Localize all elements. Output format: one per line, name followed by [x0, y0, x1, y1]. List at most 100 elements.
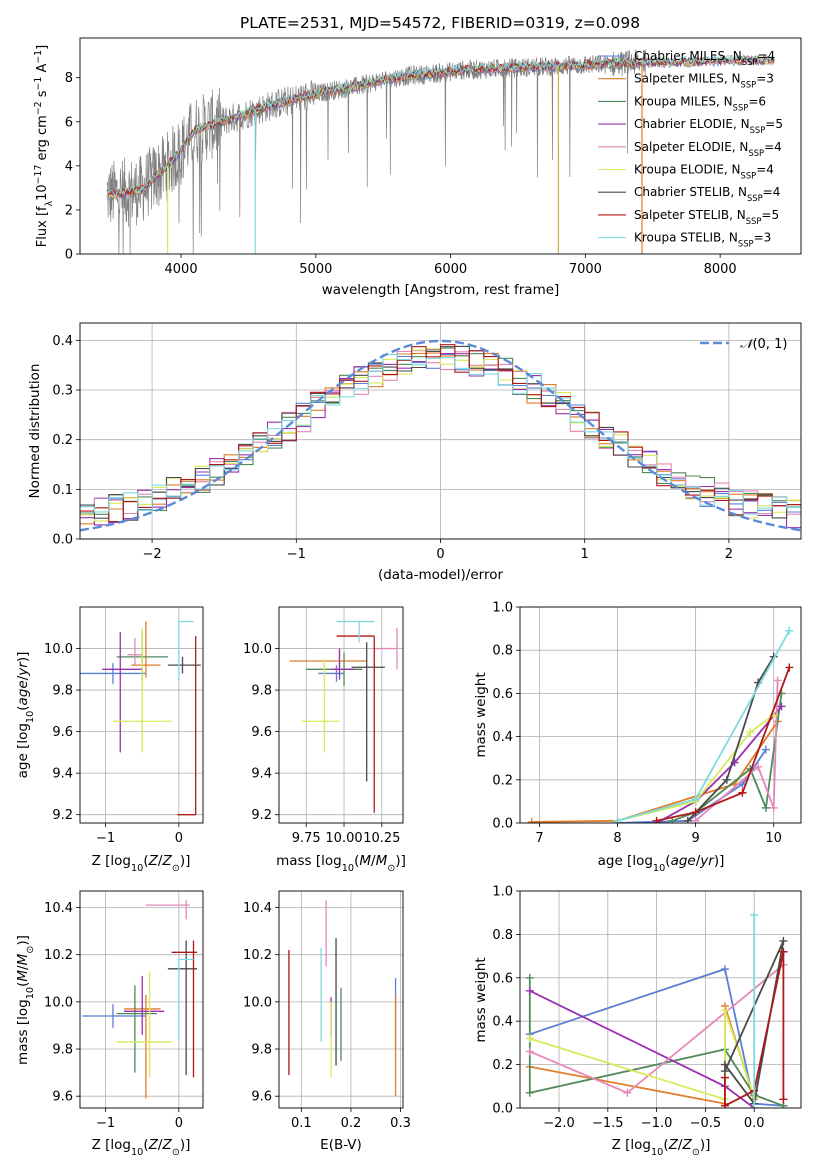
series-line: [529, 1005, 756, 1105]
y-tick-label: 9.8: [251, 684, 272, 699]
age_vs_mass-frame: [278, 606, 404, 824]
legend-count: =5: [761, 208, 779, 222]
mass-Z-ylabel-part: )]: [15, 935, 31, 946]
age-Z-xlabel-part: ⊙: [172, 863, 180, 874]
series-marker: [769, 803, 778, 812]
spectrum-plot: [106, 49, 775, 254]
mass-Z-xlabel-part: Z [log: [92, 1137, 131, 1153]
histogram-step: [80, 353, 801, 515]
series-marker: [613, 816, 622, 823]
age_vs_Z-frame: [79, 606, 204, 824]
mass-Z-ylabel-part: ⊙: [25, 946, 36, 954]
legend-sub: SSP: [741, 171, 757, 181]
mass-Z-xlabel-part: Z: [148, 1137, 159, 1153]
spectrum-ylabel-part: erg cm: [35, 115, 50, 164]
legend-sub: SSP: [738, 239, 754, 249]
x-tick-label: 7000: [569, 262, 602, 277]
age-Z-ylabel-part: (: [15, 705, 31, 710]
figure-title: PLATE=2531, MJD=54572, FIBERID=0319, z=0…: [240, 14, 640, 32]
mass-Z-xlabel-part: /: [158, 1137, 163, 1153]
mass-Z-xlabel-part: ⊙: [172, 1147, 180, 1158]
mw-Z-xlabel-part: (: [663, 1137, 668, 1153]
age-Z-xlabel-part: )]: [180, 853, 191, 869]
legend-count: =4: [757, 49, 775, 63]
x-tick-label: 10.00: [325, 831, 362, 846]
series-marker: [652, 816, 661, 823]
y-tick-label: 0.0: [52, 533, 73, 548]
legend-text: Chabrier STELIB, N: [634, 185, 747, 199]
mw-age-xlabel-part: age [log: [598, 853, 653, 869]
series-marker: [691, 795, 700, 804]
x-tick-label: 0: [175, 831, 183, 846]
series-line: [656, 667, 791, 822]
y-tick-label: 10.4: [44, 901, 73, 916]
y-tick-label: 10.0: [44, 995, 73, 1010]
series-marker: [750, 1104, 759, 1108]
mass-Z-ylabel-part: mass [log: [15, 999, 31, 1065]
spectrum-ylabel-part: Flux [f: [35, 206, 50, 247]
y-tick-label: 0.2: [52, 433, 73, 448]
age_vs_mass-ticks: 9.75 10.00 10.25 9.2 9.4 9.6 9.8 10.0: [243, 642, 400, 846]
y-tick-label: 0.1: [52, 483, 73, 498]
mass_weight_vs_Z-frame: [519, 890, 802, 1109]
age-mass-xlabel-part: mass [log: [276, 853, 342, 869]
x-tick-label: 7: [535, 831, 543, 846]
series-marker: [525, 1047, 534, 1056]
age-Z-ylabel-part: age [log: [15, 723, 31, 778]
spectrum-ylabel-part: ]: [35, 45, 50, 50]
legend-label: Salpeter MILES, NSSP=3: [634, 72, 774, 90]
legend-text: Chabrier ELODIE, N: [634, 117, 750, 131]
spectrum-frame: [79, 37, 802, 255]
spectrum-ylabel-part: −17: [33, 165, 44, 185]
legend-text: Kroupa MILES, N: [634, 94, 733, 108]
x-tick-label: 6000: [434, 262, 467, 277]
x-tick-label: 0.0: [744, 1116, 765, 1131]
y-tick-label: 10.4: [243, 901, 272, 916]
mass_weight_vs_Z-plot: [525, 910, 788, 1108]
mass_vs_EBV-axes: 0.1 0.2 0.3 9.6 9.8 10.0 10.2 10.4: [243, 890, 411, 1131]
y-tick-label: 0.0: [492, 817, 513, 832]
y-tick-label: 0.2: [492, 773, 513, 788]
age-Z-xlabel-part: (: [143, 853, 148, 869]
mass_vs_Z-grid: [80, 891, 203, 1108]
y-tick-label: 6: [65, 115, 73, 130]
spectrum-ticks: 4000 5000 6000 7000 8000 0 2 4 6 8: [65, 71, 737, 277]
series-line: [656, 705, 783, 823]
legend-count: =3: [754, 231, 772, 245]
series-line: [687, 656, 775, 822]
x-tick-label: 8000: [704, 262, 737, 277]
age_vs_mass-grid: [279, 607, 403, 823]
x-tick-label: 9.75: [292, 831, 321, 846]
residuals-ylabel: Normed distribution: [27, 364, 43, 499]
spectrum-ylabel-part: s: [35, 90, 50, 101]
mw-age-xlabel-part: 10: [653, 863, 665, 874]
series-marker: [691, 808, 700, 817]
legend-text: Salpeter MILES, N: [634, 72, 741, 86]
spectrum-ylabel-part: −2: [33, 101, 44, 115]
mass_vs_EBV-frame: [278, 890, 404, 1109]
y-tick-label: 9.8: [52, 684, 73, 699]
age-Z-ylabel-part: age: [15, 680, 31, 705]
mw-Z-xlabel-part: )]: [700, 1137, 711, 1153]
spectrum-ylabel-part: −1: [33, 77, 44, 91]
series-marker: [525, 1034, 534, 1043]
series-marker: [525, 973, 534, 982]
series-marker: [750, 910, 759, 919]
x-tick-label: 4000: [165, 262, 198, 277]
mw-age-xlabel-part: (: [665, 853, 670, 869]
mw-Z-ylabel: mass weight: [473, 957, 489, 1042]
y-tick-label: 9.6: [251, 725, 272, 740]
series-marker: [720, 1006, 729, 1015]
series-marker: [785, 663, 794, 672]
x-tick-label: 1: [581, 547, 589, 562]
y-tick-label: 0.8: [492, 644, 513, 659]
histogram-step: [80, 350, 801, 516]
y-tick-label: 9.4: [251, 767, 272, 782]
mw-age-xlabel: age [log10(age/yr)]: [598, 853, 725, 874]
y-tick-label: 0.8: [492, 928, 513, 943]
age-Z-ylabel-part: yr: [15, 661, 31, 677]
mass-Z-ylabel-part: M: [15, 953, 31, 965]
age-Z-ylabel-part: /: [15, 675, 31, 680]
mass_vs_Z-frame: [79, 890, 204, 1109]
